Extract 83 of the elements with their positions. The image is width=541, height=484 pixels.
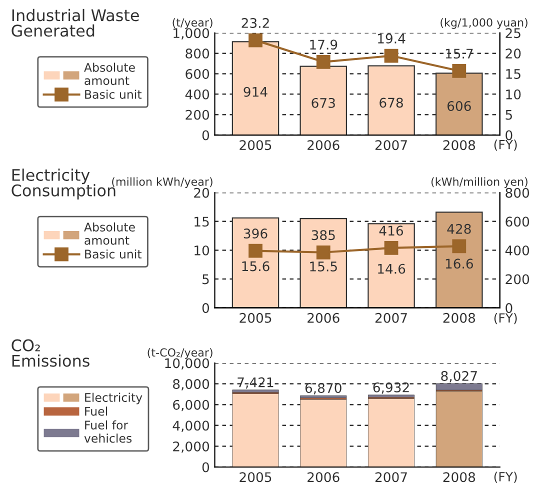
point <box>248 33 262 48</box>
x-axis-title: (FY) <box>494 472 517 483</box>
text: Industrial Waste Generated <box>12 8 139 37</box>
legend-label: Basic unit <box>85 90 142 99</box>
y2-axis-title: (kg/1,000 yuan) <box>440 18 528 29</box>
x-tick-label: 2007 <box>375 472 407 482</box>
y-tick-label: 800 <box>186 48 210 59</box>
data-label: 19.4 <box>378 34 406 44</box>
y-axis-title: (t/year) <box>172 18 212 29</box>
point <box>452 64 466 78</box>
y2-tick-label: 0 <box>506 130 512 140</box>
data-label: 23.2 <box>242 18 269 28</box>
y-tick-label: 8,000 <box>173 379 210 390</box>
y2-tick-label: 15 <box>506 69 520 79</box>
data-label: 385 <box>312 230 335 240</box>
y-axis-title: (t-CO₂/year) <box>148 348 212 359</box>
y-tick-label: 600 <box>186 68 210 79</box>
x-tick-label: 2006 <box>308 312 340 323</box>
text: CO₂ Emissions <box>12 339 90 367</box>
total-label: 6,870 <box>305 383 342 394</box>
y-tick-label: 5 <box>202 274 209 284</box>
total-label: 7,421 <box>238 377 274 389</box>
x-tick-label: 2007 <box>375 312 407 323</box>
y2-tick-label: 5 <box>506 110 512 120</box>
y-tick-label: 200 <box>186 110 210 120</box>
data-label: 606 <box>447 101 471 112</box>
y2-tick-label: 400 <box>505 245 530 256</box>
y-tick-label: 0 <box>202 130 210 140</box>
y2-tick-label: 600 <box>506 216 530 227</box>
y-tick-label: 400 <box>185 89 210 100</box>
y-tick-label: 1,000 <box>174 28 210 40</box>
x-tick-label: 2005 <box>240 140 272 150</box>
y2-tick-label: 200 <box>506 274 530 284</box>
point <box>316 245 330 260</box>
data-label: 396 <box>244 228 268 239</box>
data-label: 15.5 <box>310 262 337 272</box>
data-label: 914 <box>244 86 268 97</box>
data-label: 14.6 <box>378 264 406 274</box>
x-tick-label: 2008 <box>443 312 476 323</box>
point <box>452 239 466 254</box>
data-label: 673 <box>312 98 335 108</box>
y-tick-label: 20 <box>194 188 210 198</box>
y2-tick-label: 25 <box>506 28 520 38</box>
y2-tick-label: 20 <box>506 48 521 59</box>
data-label: 15.6 <box>242 261 270 272</box>
y2-axis-title: (kWh/million yen) <box>431 177 528 188</box>
data-label: 416 <box>379 226 404 236</box>
legend-label: Basic unit <box>85 249 142 259</box>
y-tick-label: 10,000 <box>165 358 210 370</box>
point <box>248 244 262 258</box>
legend-label: Electricity <box>85 392 142 404</box>
y-tick-label: 2,000 <box>173 441 210 453</box>
legend-label: Absolute amount <box>84 62 135 86</box>
x-tick-label: 2005 <box>240 312 272 323</box>
legend-label: Fuel <box>85 406 108 416</box>
point <box>316 54 330 69</box>
y-tick-label: 0 <box>202 462 210 472</box>
data-label: 678 <box>380 98 403 108</box>
y-tick-label: 0 <box>202 303 210 314</box>
total-label: 6,932 <box>373 382 409 394</box>
y2-tick-label: 800 <box>506 188 530 198</box>
x-axis-title: (FY) <box>494 140 517 151</box>
point <box>384 48 398 63</box>
legend-label: Fuel for vehicles <box>84 420 132 443</box>
y2-tick-label: 0 <box>506 303 512 314</box>
x-axis-title: (FY) <box>494 313 517 324</box>
y-tick-label: 6,000 <box>173 400 210 412</box>
y-tick-label: 4,000 <box>172 420 210 432</box>
data-label: 428 <box>447 224 471 234</box>
y-tick-label: 15 <box>194 216 209 227</box>
x-tick-label: 2006 <box>308 140 340 150</box>
data-label: 17.9 <box>310 40 338 50</box>
point <box>384 240 398 255</box>
x-tick-label: 2007 <box>375 140 407 150</box>
legend-label: Absolute amount <box>84 222 135 245</box>
total-label: 8,027 <box>441 370 477 382</box>
x-tick-label: 2005 <box>240 472 272 482</box>
x-tick-label: 2006 <box>308 472 340 482</box>
x-tick-label: 2008 <box>443 472 476 482</box>
x-tick-label: 2008 <box>443 140 476 150</box>
y-tick-label: 10 <box>194 245 210 256</box>
y2-tick-label: 10 <box>506 89 521 100</box>
data-label: 16.6 <box>446 258 474 269</box>
